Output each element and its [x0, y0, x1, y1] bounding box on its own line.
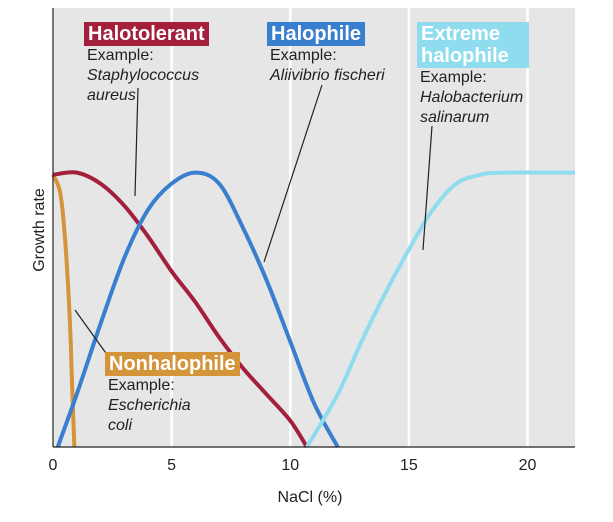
annotation-title: Extreme halophile: [417, 22, 529, 68]
example: Halobacterium salinarum: [420, 89, 524, 126]
example-label: Example:: [87, 47, 154, 64]
x-tick-label: 5: [167, 457, 176, 474]
series-line: [51, 173, 77, 448]
annotation-title: Halophile: [267, 22, 366, 46]
annotation-text: Example: Halobacterium salinarum: [417, 68, 560, 128]
annotation-text: Example: Staphylococcus aureus: [84, 46, 227, 106]
annotation: Nonhalophile Example: Escherichia coli: [105, 352, 240, 436]
example: Escherichia coli: [108, 397, 191, 434]
example-label: Example:: [108, 377, 175, 394]
x-tick-label: 15: [400, 457, 418, 474]
annotation-title: Halotolerant: [84, 22, 209, 46]
leader-line: [74, 309, 109, 357]
annotation: Halotolerant Example: Staphylococcus aure…: [84, 22, 227, 106]
example-label: Example:: [270, 47, 337, 64]
annotation: Halophile Example: Aliivibrio fischeri: [267, 22, 430, 86]
series-line: [55, 170, 340, 448]
x-tick-label: 0: [49, 457, 58, 474]
series-line: [52, 170, 309, 449]
leader-line: [263, 84, 323, 263]
example: Aliivibrio fischeri: [270, 67, 385, 84]
series-line: [305, 170, 576, 449]
x-tick-label: 10: [281, 457, 299, 474]
example-label: Example:: [420, 69, 487, 86]
leader-line: [134, 87, 139, 197]
annotation-text: Example: Escherichia coli: [105, 376, 218, 436]
annotation-title: Nonhalophile: [105, 352, 240, 376]
annotation-text: Example: Aliivibrio fischeri: [267, 46, 430, 86]
x-tick-label: 20: [519, 457, 537, 474]
leader-line: [422, 125, 433, 251]
example: Staphylococcus aureus: [87, 67, 200, 104]
annotation: Extreme halophile Example: Halobacterium …: [417, 22, 560, 128]
y-axis-label: Growth rate: [31, 188, 48, 272]
leader-lines: [74, 84, 433, 357]
x-axis-label: NaCl (%): [278, 489, 343, 506]
